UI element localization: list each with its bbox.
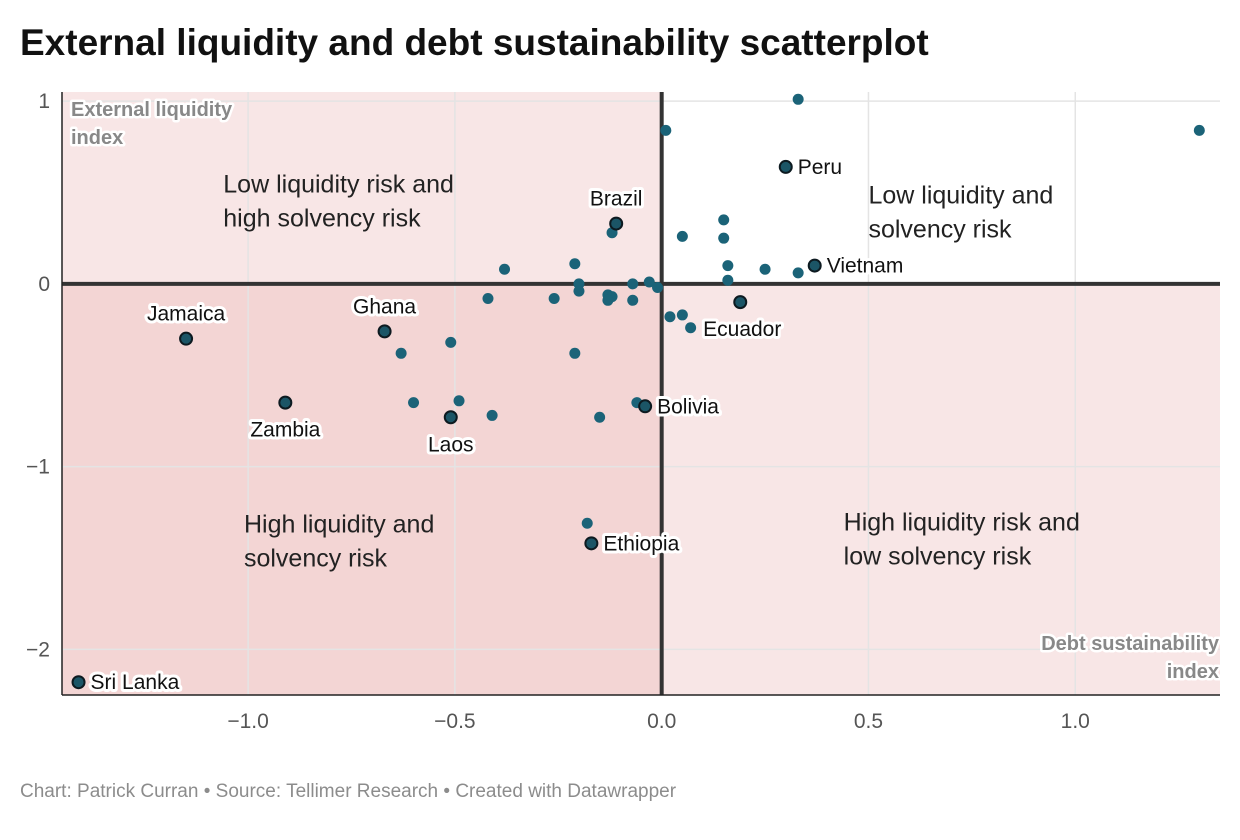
data-point (486, 409, 498, 421)
data-point (569, 258, 581, 270)
gridlines (62, 92, 1220, 695)
label-peru: Peru (798, 156, 842, 179)
data-point (602, 294, 614, 306)
label-sri-lanka: Sri Lanka (91, 671, 180, 694)
quadrant-label: Low liquidity and solvency risk (868, 181, 1053, 243)
x-axis-label: Debt sustainability index (1041, 633, 1220, 683)
y-tick-label: −1 (26, 456, 50, 479)
data-point (676, 309, 688, 321)
quadrant-labels: Low liquidity risk and high solvency risk… (223, 171, 1080, 573)
data-point (453, 395, 465, 407)
point-sri-lanka (71, 675, 86, 690)
quadrant-label: Low liquidity risk and high solvency risk (223, 171, 454, 233)
data-point (627, 294, 639, 306)
data-point (722, 260, 734, 272)
quadrant-bottom-left (62, 283, 662, 695)
x-tick-label: 0.5 (854, 710, 883, 733)
data-point (627, 278, 639, 290)
data-point (573, 285, 585, 297)
zero-axes (61, 92, 1220, 696)
point-zambia (278, 395, 293, 410)
quadrant-top-left (62, 92, 662, 284)
label-ecuador: Ecuador (703, 318, 781, 341)
data-point (652, 282, 664, 294)
point-vietnam (807, 258, 822, 273)
data-point (569, 347, 581, 359)
label-laos: Laos (428, 433, 474, 456)
y-axis-label: External liquidity index (71, 99, 233, 149)
point-bolivia (638, 399, 653, 414)
quadrant-shading (62, 92, 1220, 695)
chart-title: External liquidity and debt sustainabili… (20, 22, 929, 63)
x-tick-label: 1.0 (1061, 710, 1090, 733)
country-labels: Peru Brazil Vietnam Ecuador Ghana Jamaica Zamb… (88, 153, 907, 697)
y-tick-label: −2 (26, 638, 50, 661)
quadrant-bottom-right (661, 283, 1220, 695)
data-point (685, 322, 697, 334)
data-point (792, 93, 804, 105)
x-tick-label: 0.0 (647, 710, 676, 733)
point-ghana (377, 324, 392, 339)
data-point (722, 274, 734, 286)
point-laos (443, 410, 458, 425)
data-point (445, 336, 457, 348)
data-point (660, 124, 672, 136)
data-point (581, 517, 593, 529)
point-jamaica (179, 331, 194, 346)
data-point (408, 397, 420, 409)
point-ecuador (733, 295, 748, 310)
point-brazil (609, 216, 624, 231)
data-point (594, 411, 606, 423)
x-tick-label: −0.5 (434, 710, 475, 733)
data-point (664, 311, 676, 323)
data-point (676, 230, 688, 242)
data-point (792, 267, 804, 279)
quadrant-label: High liquidity and solvency risk (244, 510, 434, 572)
label-vietnam: Vietnam (827, 255, 904, 278)
data-point (718, 232, 730, 244)
point-peru (778, 159, 793, 174)
tick-labels: −1.0 −0.5 0.0 0.5 1.0 1 0 −1 −2 (26, 90, 1090, 733)
y-tick-label: 0 (38, 273, 50, 296)
data-points (71, 93, 1205, 690)
label-bolivia: Bolivia (657, 395, 719, 418)
chart-footer: Chart: Patrick Curran • Source: Tellimer… (20, 781, 677, 802)
data-point (1193, 124, 1205, 136)
x-tick-label: −1.0 (227, 710, 268, 733)
data-point (718, 214, 730, 226)
data-point (643, 276, 655, 288)
quadrant-label: High liquidity risk and low solvency risk (844, 509, 1080, 571)
point-ethiopia (584, 536, 599, 551)
label-ghana: Ghana (353, 295, 416, 318)
label-ethiopia: Ethiopia (603, 532, 679, 555)
label-zambia: Zambia (250, 419, 320, 442)
label-brazil: Brazil (590, 188, 643, 211)
data-point (482, 292, 494, 304)
data-point (395, 347, 407, 359)
data-point (499, 263, 511, 275)
y-tick-label: 1 (38, 90, 50, 113)
label-jamaica: Jamaica (147, 303, 226, 326)
data-point (548, 292, 560, 304)
data-point (759, 263, 771, 275)
